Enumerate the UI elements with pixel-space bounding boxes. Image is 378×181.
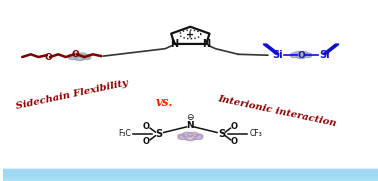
Circle shape bbox=[178, 134, 184, 137]
Circle shape bbox=[178, 136, 186, 140]
Bar bbox=[3, 172, 378, 178]
Bar bbox=[3, 171, 378, 177]
Bar bbox=[3, 174, 378, 180]
Circle shape bbox=[291, 53, 300, 57]
Bar bbox=[3, 175, 378, 181]
Bar bbox=[3, 170, 378, 176]
Text: Si: Si bbox=[320, 50, 330, 60]
Bar bbox=[3, 171, 378, 177]
Circle shape bbox=[183, 133, 197, 140]
Bar bbox=[3, 169, 378, 175]
Circle shape bbox=[68, 56, 76, 60]
Bar bbox=[3, 170, 378, 176]
Text: Sidechain Flexibility: Sidechain Flexibility bbox=[15, 79, 129, 111]
Text: S: S bbox=[155, 129, 162, 139]
Circle shape bbox=[85, 55, 91, 57]
Bar bbox=[3, 170, 378, 176]
Bar bbox=[3, 174, 378, 180]
Circle shape bbox=[306, 53, 311, 56]
Circle shape bbox=[191, 134, 202, 139]
Text: CF₃: CF₃ bbox=[249, 129, 262, 138]
Bar bbox=[3, 174, 378, 180]
Bar bbox=[3, 172, 378, 178]
Text: N: N bbox=[202, 39, 210, 49]
Text: N: N bbox=[170, 39, 179, 49]
Bar bbox=[3, 175, 378, 181]
Bar bbox=[3, 172, 378, 178]
Circle shape bbox=[300, 51, 308, 55]
Bar bbox=[3, 171, 378, 177]
Text: O: O bbox=[143, 137, 150, 146]
Bar bbox=[3, 171, 378, 177]
Text: O: O bbox=[297, 51, 305, 60]
Circle shape bbox=[70, 55, 79, 59]
Bar bbox=[3, 174, 378, 180]
Text: S: S bbox=[219, 129, 226, 139]
Bar bbox=[3, 174, 378, 181]
Text: O: O bbox=[71, 50, 79, 59]
Circle shape bbox=[296, 54, 306, 59]
Circle shape bbox=[195, 136, 203, 140]
Circle shape bbox=[81, 55, 90, 59]
Bar bbox=[3, 169, 378, 175]
Circle shape bbox=[305, 54, 311, 58]
Text: ⊖: ⊖ bbox=[187, 113, 194, 122]
Text: Si: Si bbox=[272, 50, 282, 60]
Circle shape bbox=[189, 132, 198, 137]
Circle shape bbox=[197, 134, 203, 137]
Bar bbox=[3, 174, 378, 180]
Circle shape bbox=[73, 53, 81, 57]
Text: O: O bbox=[231, 122, 238, 131]
Bar bbox=[3, 170, 378, 176]
Bar bbox=[3, 171, 378, 177]
Text: O: O bbox=[231, 137, 238, 146]
Bar bbox=[3, 172, 378, 178]
Circle shape bbox=[68, 55, 74, 57]
Circle shape bbox=[302, 53, 311, 57]
Bar bbox=[3, 173, 378, 179]
Bar bbox=[3, 172, 378, 179]
Text: Interionic interaction: Interionic interaction bbox=[217, 94, 337, 128]
Text: O: O bbox=[45, 52, 52, 62]
Circle shape bbox=[75, 56, 85, 61]
Bar bbox=[3, 172, 378, 178]
Circle shape bbox=[185, 135, 196, 141]
Circle shape bbox=[295, 52, 307, 58]
Circle shape bbox=[291, 54, 297, 58]
Bar bbox=[3, 173, 378, 179]
Circle shape bbox=[179, 134, 189, 139]
Circle shape bbox=[78, 53, 87, 57]
Circle shape bbox=[83, 56, 91, 60]
Circle shape bbox=[73, 54, 86, 60]
Circle shape bbox=[294, 51, 302, 55]
Circle shape bbox=[291, 53, 296, 56]
Bar bbox=[3, 170, 378, 176]
Text: vs.: vs. bbox=[156, 96, 174, 109]
Bar bbox=[3, 173, 378, 179]
Bar bbox=[3, 173, 378, 179]
Text: F₃C: F₃C bbox=[119, 129, 132, 138]
Text: O: O bbox=[143, 122, 150, 131]
Text: +: + bbox=[186, 30, 194, 40]
Circle shape bbox=[182, 132, 192, 137]
Text: N: N bbox=[186, 121, 194, 130]
